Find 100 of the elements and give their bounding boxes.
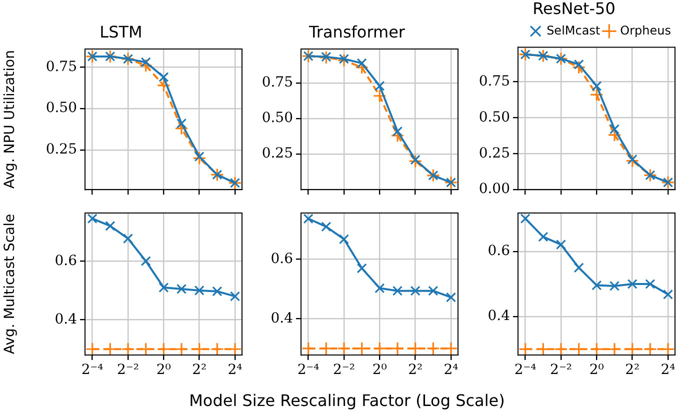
y-tick-label: 0.75 xyxy=(46,58,77,75)
chart-title: LSTM xyxy=(100,22,142,42)
point xyxy=(372,89,386,103)
x-tick-label: 2² xyxy=(625,362,640,378)
y-tick-label: 0.75 xyxy=(478,73,510,90)
point xyxy=(590,342,604,355)
point xyxy=(338,54,350,64)
point xyxy=(661,342,675,355)
y-axis-title: Avg. Multicast Scale xyxy=(2,214,18,354)
point xyxy=(374,80,385,91)
point xyxy=(538,232,548,242)
point xyxy=(410,286,420,296)
point xyxy=(392,126,403,136)
point xyxy=(390,342,404,355)
point xyxy=(556,240,566,250)
point xyxy=(337,342,351,355)
point xyxy=(572,60,586,74)
point xyxy=(355,60,369,74)
y-tick-label: 0.6 xyxy=(270,250,294,267)
point xyxy=(592,80,602,92)
point xyxy=(105,220,116,231)
point xyxy=(192,151,206,165)
point xyxy=(645,278,656,290)
point xyxy=(626,154,640,168)
point xyxy=(372,342,386,355)
y-tick-label: 0.4 xyxy=(488,308,510,324)
point xyxy=(627,278,638,290)
point xyxy=(518,342,532,355)
point xyxy=(139,58,153,72)
y-tick-label: 0.25 xyxy=(262,146,293,162)
x-tick-label: 2⁻⁴ xyxy=(297,362,320,378)
y-tick-label: 0.50 xyxy=(46,100,77,116)
point xyxy=(87,214,98,224)
point xyxy=(140,256,151,266)
point xyxy=(410,154,420,165)
point xyxy=(158,282,169,293)
y-tick-label: 0.4 xyxy=(270,310,294,326)
x-tick-label: 2⁻⁴ xyxy=(514,362,537,378)
legend-label: Orpheus xyxy=(620,23,671,38)
x-tick-label: 2⁰ xyxy=(156,362,172,378)
x-tick-label: 2⁻² xyxy=(333,362,355,378)
point xyxy=(230,291,240,302)
point xyxy=(572,342,586,355)
point xyxy=(303,214,314,224)
point xyxy=(321,222,332,232)
point xyxy=(609,280,620,291)
x-tick-label: 2² xyxy=(192,362,207,378)
x-tick-label: 2⁰ xyxy=(589,362,604,378)
point xyxy=(536,342,550,355)
point xyxy=(426,342,440,355)
point xyxy=(103,342,117,355)
point xyxy=(212,286,222,296)
x-tick-label: 2⁻² xyxy=(550,362,572,378)
point xyxy=(627,154,638,164)
x-tick-label: 2⁰ xyxy=(372,362,388,378)
point xyxy=(140,57,151,68)
chart-title: ResNet-50 xyxy=(532,0,616,18)
y-tick-label: 0.6 xyxy=(488,243,510,260)
y-tick-label: 0.75 xyxy=(262,74,293,91)
point xyxy=(356,58,367,68)
point xyxy=(194,151,204,162)
point xyxy=(321,52,332,62)
y-tick-label: 0.50 xyxy=(478,109,510,126)
point xyxy=(194,285,204,296)
point xyxy=(174,342,188,355)
x-tick-label: 2⁻² xyxy=(117,362,139,378)
y-tick-label: 0.00 xyxy=(478,181,510,198)
point xyxy=(574,262,584,273)
point xyxy=(86,342,100,355)
point xyxy=(643,342,657,355)
y-tick-label: 0.6 xyxy=(54,252,78,269)
point xyxy=(609,124,620,134)
y-tick-label: 0.50 xyxy=(262,110,293,126)
point xyxy=(158,72,169,82)
x-tick-label: 2² xyxy=(408,362,423,378)
y-tick-label: 0.25 xyxy=(46,142,77,158)
point xyxy=(139,342,153,355)
point xyxy=(338,234,350,244)
point xyxy=(192,342,206,355)
point xyxy=(176,284,187,294)
point xyxy=(520,213,530,224)
point xyxy=(626,342,640,355)
y-tick-label: 0.25 xyxy=(478,145,510,162)
point xyxy=(554,342,568,355)
point xyxy=(121,342,135,355)
point xyxy=(156,78,170,92)
x-tick-label: 2⁴ xyxy=(660,362,676,378)
point xyxy=(408,154,422,168)
y-axis-title: Avg. NPU Utilization xyxy=(2,50,18,189)
y-tick-label: 0.4 xyxy=(54,311,78,328)
x-tick-label: 2⁻⁴ xyxy=(81,362,104,378)
point xyxy=(356,263,367,274)
x-axis-title: Model Size Rescaling Factor (Log Scale) xyxy=(188,391,506,410)
point xyxy=(210,342,224,355)
point xyxy=(446,292,456,302)
point xyxy=(574,59,584,70)
point xyxy=(662,289,674,300)
point xyxy=(392,286,403,296)
point xyxy=(608,342,622,355)
legend-label: SelMcast xyxy=(546,23,600,38)
